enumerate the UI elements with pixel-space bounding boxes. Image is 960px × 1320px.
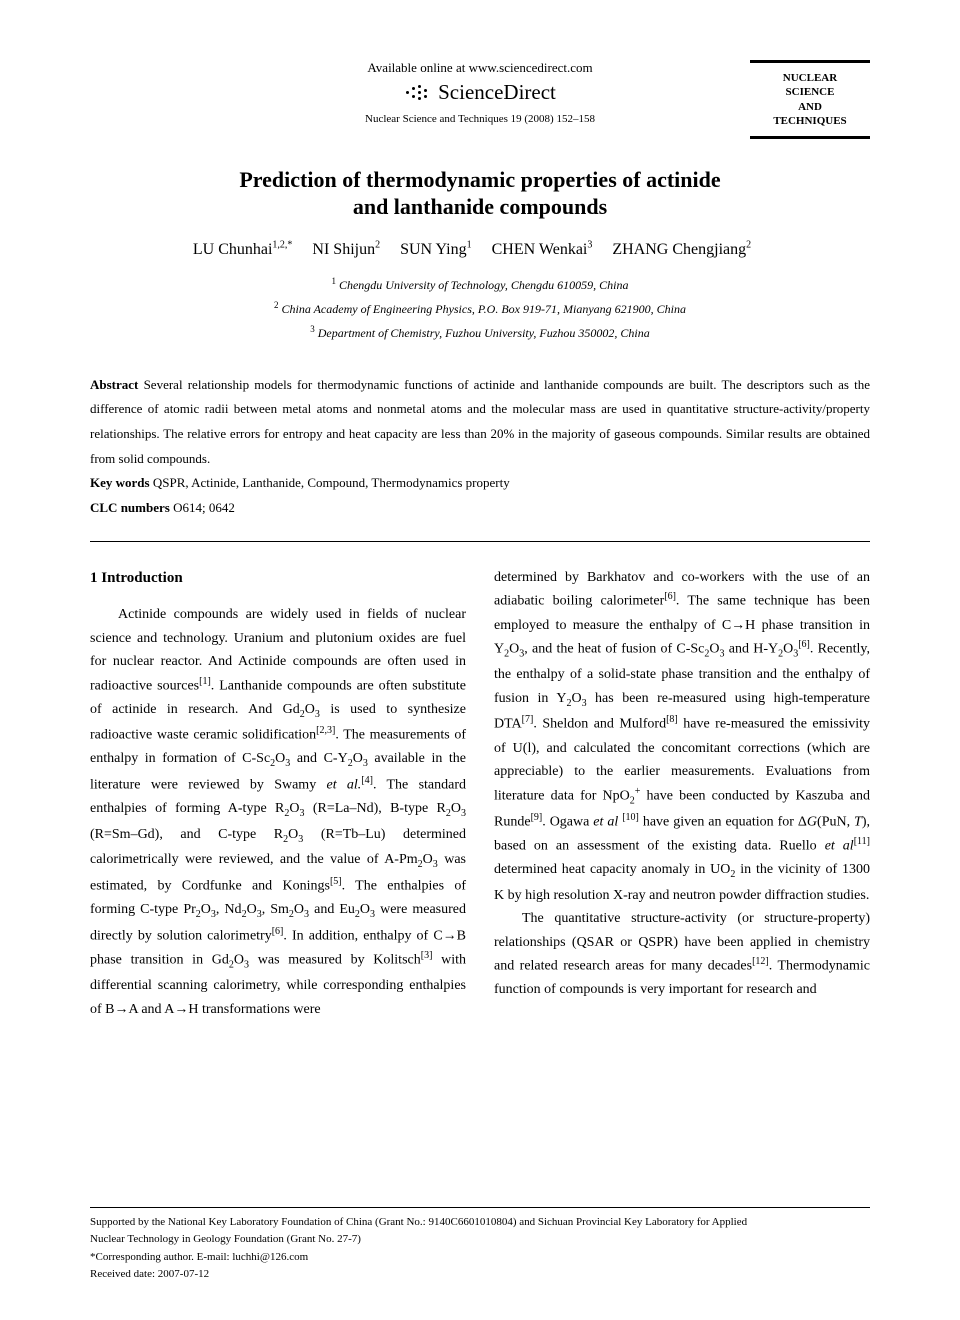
body-paragraph: The quantitative structure-activity (or … <box>494 907 870 1002</box>
keywords-text: QSPR, Actinide, Lanthanide, Compound, Th… <box>150 475 510 490</box>
author: NI Shijun2 <box>312 241 380 258</box>
affiliations: 1 Chengdu University of Technology, Chen… <box>90 273 870 344</box>
sciencedirect-dots-icon <box>404 83 434 103</box>
right-column: determined by Barkhatov and co-workers w… <box>494 566 870 1021</box>
footer-line: Nuclear Technology in Geology Foundation… <box>90 1231 870 1249</box>
title-line2: and lanthanide compounds <box>353 194 607 219</box>
body-paragraph: determined by Barkhatov and co-workers w… <box>494 566 870 907</box>
affiliation: 1 Chengdu University of Technology, Chen… <box>90 273 870 297</box>
left-column: 1 Introduction Actinide compounds are wi… <box>90 566 466 1021</box>
journal-title-box: NUCLEAR SCIENCE AND TECHNIQUES <box>750 60 870 139</box>
journal-box-line: TECHNIQUES <box>760 114 860 128</box>
author: CHEN Wenkai3 <box>492 241 593 258</box>
journal-box-line: NUCLEAR <box>760 71 860 85</box>
journal-box-line: AND <box>760 100 860 114</box>
keywords-line: Key words QSPR, Actinide, Lanthanide, Co… <box>90 471 870 496</box>
abstract-paragraph: Abstract Several relationship models for… <box>90 373 870 472</box>
footer-line: Received date: 2007-07-12 <box>90 1266 870 1284</box>
body-paragraph: Actinide compounds are widely used in fi… <box>90 603 466 1021</box>
sciencedirect-logo: ScienceDirect <box>210 80 750 105</box>
abstract-text: Several relationship models for thermody… <box>90 377 870 466</box>
citation-line: Nuclear Science and Techniques 19 (2008)… <box>210 113 750 125</box>
authors-line: LU Chunhai1,2,* NI Shijun2 SUN Ying1 CHE… <box>90 240 870 259</box>
author: LU Chunhai1,2,* <box>193 241 293 258</box>
abstract-label: Abstract <box>90 377 138 392</box>
article-title: Prediction of thermodynamic properties o… <box>90 167 870 220</box>
header-center: Available online at www.sciencedirect.co… <box>210 60 750 125</box>
available-online-text: Available online at www.sciencedirect.co… <box>210 60 750 76</box>
abstract-block: Abstract Several relationship models for… <box>90 373 870 521</box>
clc-line: CLC numbers O614; 0642 <box>90 496 870 521</box>
section-divider <box>90 541 870 542</box>
sciencedirect-text: ScienceDirect <box>438 80 556 105</box>
footer-notes: Supported by the National Key Laboratory… <box>90 1207 870 1284</box>
affiliation: 3 Department of Chemistry, Fuzhou Univer… <box>90 321 870 345</box>
clc-text: O614; 0642 <box>170 500 235 515</box>
title-line1: Prediction of thermodynamic properties o… <box>239 167 720 192</box>
author: SUN Ying1 <box>400 241 472 258</box>
journal-box-line: SCIENCE <box>760 85 860 99</box>
footer-line: *Corresponding author. E-mail: luchhi@12… <box>90 1249 870 1267</box>
clc-label: CLC numbers <box>90 500 170 515</box>
header: Available online at www.sciencedirect.co… <box>90 60 870 139</box>
affiliation: 2 China Academy of Engineering Physics, … <box>90 297 870 321</box>
section-heading: 1 Introduction <box>90 566 466 591</box>
footer-line: Supported by the National Key Laboratory… <box>90 1214 870 1232</box>
keywords-label: Key words <box>90 475 150 490</box>
author: ZHANG Chengjiang2 <box>612 241 751 258</box>
body-columns: 1 Introduction Actinide compounds are wi… <box>90 566 870 1021</box>
